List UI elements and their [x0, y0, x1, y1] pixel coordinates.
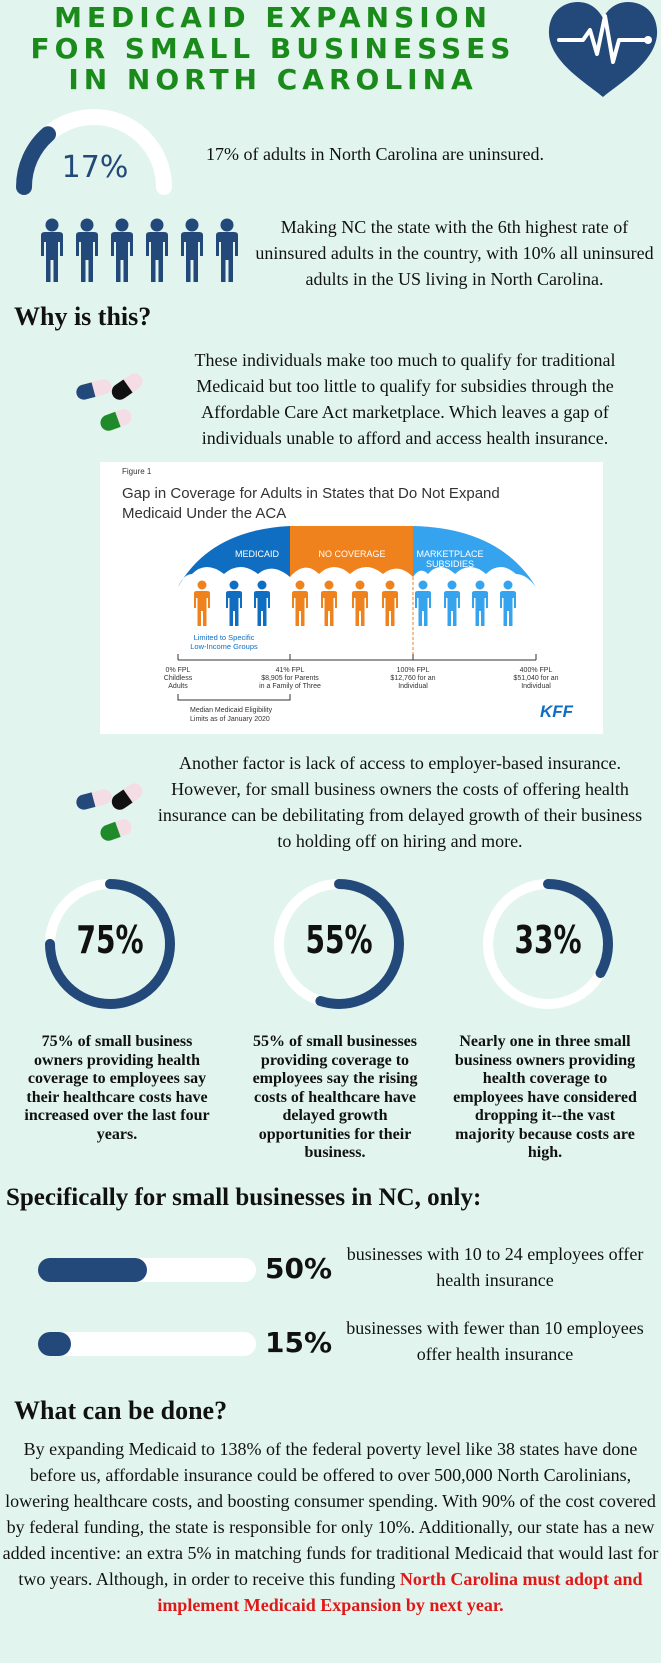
title-line-2: FOR SMALL BUSINESSES	[30, 32, 516, 65]
marketplace-label-1: MARKETPLACE	[416, 549, 483, 559]
people-icons	[41, 218, 238, 282]
person-icon	[111, 218, 133, 282]
tick-41-line3: in a Family of Three	[259, 683, 321, 690]
figure-title-2: Medicaid Under the ACA	[122, 505, 286, 522]
action-body: By expanding Medicaid to 138% of the fed…	[2, 1439, 659, 1589]
pills-icon-2	[76, 783, 143, 841]
tick-41-line2: $8,905 for Parents	[261, 675, 319, 682]
stat-text-3: Nearly one in three small business owner…	[453, 1033, 637, 1161]
figure-title-1: Gap in Coverage for Adults in States tha…	[122, 485, 500, 502]
bar-track-2	[38, 1332, 256, 1356]
nc-heading: Specifically for small businesses in NC,…	[6, 1184, 482, 1211]
bar-percent-1: 50%	[265, 1252, 333, 1285]
limited-label-2: Low-Income Groups	[190, 642, 258, 651]
limited-label-1: Limited to Specific	[194, 633, 255, 642]
action-text: By expanding Medicaid to 138% of the fed…	[0, 1436, 661, 1618]
figure-label: Figure 1	[122, 467, 152, 476]
person-icon	[216, 218, 238, 282]
figure-person	[226, 580, 242, 626]
uninsured-statement: 17% of adults in North Carolina are unin…	[206, 144, 544, 164]
tick-100-line1: 100% FPL	[397, 667, 430, 674]
tick-400-line1: 400% FPL	[520, 667, 553, 674]
title-line-3: IN NORTH CAROLINA	[68, 63, 478, 96]
coverage-gap-figure: Figure 1 Gap in Coverage for Adults in S…	[100, 462, 603, 734]
figure-person	[472, 580, 488, 626]
stat-text-1: 75% of small business owners providing h…	[24, 1033, 210, 1143]
stat-text-2: 55% of small businesses providing covera…	[252, 1033, 418, 1161]
uninsured-gauge	[15, 109, 172, 195]
tick-100-line2: $12,760 for an	[390, 675, 435, 682]
stat-ring-1	[45, 879, 175, 1009]
why-text: These individuals make too much to quali…	[194, 350, 616, 448]
stat-ring-3	[483, 879, 613, 1009]
figure-person	[500, 580, 516, 626]
title-line-1: MEDICAID EXPANSION	[54, 1, 492, 34]
gauge-label: 17%	[61, 150, 129, 185]
figure-person	[415, 580, 431, 626]
median-label-2: Limits as of January 2020	[190, 716, 270, 723]
pills-icon	[76, 373, 143, 431]
median-label-1: Median Medicaid Eligibility	[190, 707, 273, 714]
tick-400-line2: $51,040 for an	[513, 675, 558, 682]
tick-100-line3: Individual	[398, 683, 428, 690]
action-highlight: North Carolina must adopt and implement …	[157, 1569, 643, 1615]
tick-0-line3: Adults	[168, 683, 188, 690]
bar-fill-1	[38, 1258, 147, 1282]
marketplace-label-2: SUBSIDIES	[426, 559, 474, 569]
bar-text-2: businesses with fewer than 10 employees …	[346, 1318, 644, 1364]
employer-text: Another factor is lack of access to empl…	[157, 753, 643, 851]
why-heading: Why is this?	[14, 302, 152, 331]
bar-text-1: businesses with 10 to 24 employees offer…	[346, 1244, 644, 1290]
medicaid-label: MEDICAID	[235, 549, 280, 559]
uninsured-rank-text: Making NC the state with the 6th highest…	[255, 217, 654, 289]
figure-person	[292, 580, 308, 626]
medicaid-segment	[178, 526, 290, 587]
action-heading: What can be done?	[14, 1396, 228, 1425]
marketplace-segment	[413, 526, 536, 587]
page-title: MEDICAID EXPANSION FOR SMALL BUSINESSES …	[8, 2, 538, 95]
person-icon	[181, 218, 203, 282]
bar-fill-2	[38, 1332, 71, 1356]
stat-percent-3: 33%	[514, 918, 582, 962]
heartbeat-heart-icon	[548, 2, 658, 97]
person-icon	[146, 218, 168, 282]
figure-person	[382, 580, 398, 626]
figure-person	[321, 580, 337, 626]
tick-0-line1: 0% FPL	[166, 667, 191, 674]
bar-track-1	[38, 1258, 256, 1282]
tick-41-line1: 41% FPL	[276, 667, 305, 674]
person-icon	[41, 218, 63, 282]
figure-person	[194, 580, 210, 626]
no-coverage-label: NO COVERAGE	[318, 549, 385, 559]
figure-person	[254, 580, 270, 626]
tick-0-line2: Childless	[164, 675, 193, 682]
figure-person	[444, 580, 460, 626]
person-icon	[76, 218, 98, 282]
tick-400-line3: Individual	[521, 683, 551, 690]
kff-logo: KFF	[540, 702, 574, 721]
stat-ring-2	[274, 879, 404, 1009]
bar-percent-2: 15%	[265, 1326, 333, 1359]
figure-person	[352, 580, 368, 626]
stat-percent-2: 55%	[305, 918, 373, 962]
no-coverage-segment	[290, 526, 413, 577]
stat-percent-1: 75%	[76, 918, 144, 962]
